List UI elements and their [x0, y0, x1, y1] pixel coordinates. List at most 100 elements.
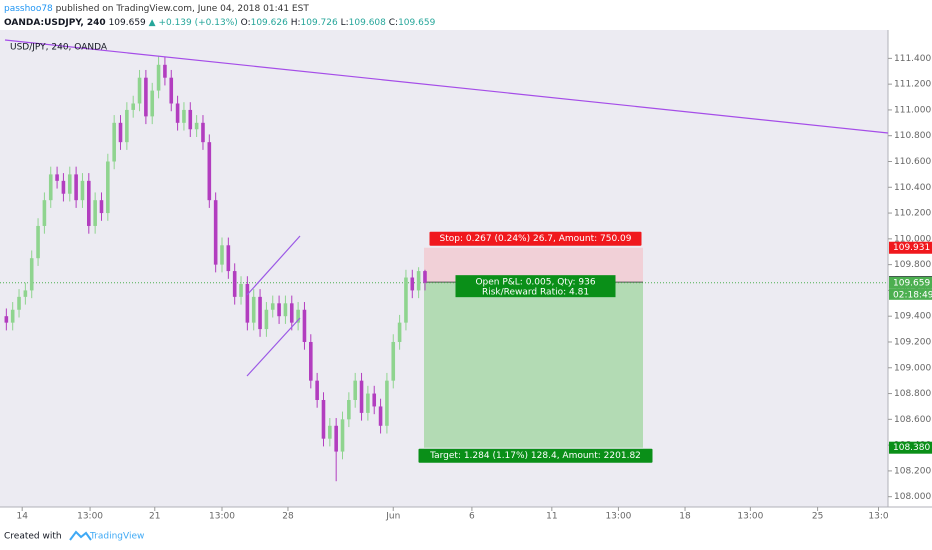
candle-body: [391, 341, 396, 381]
candle-body: [80, 180, 85, 201]
x-tick-label: 25: [812, 512, 823, 522]
price-marker-label: 108.380: [893, 443, 930, 453]
x-tick-label: 28: [282, 512, 294, 522]
candle-body: [296, 309, 300, 323]
candle-body: [213, 200, 218, 265]
footer-created: Created with: [4, 532, 62, 542]
candle-body: [270, 303, 275, 310]
candle-body: [302, 309, 307, 342]
published: published on TradingView.com, June 04, 2…: [56, 4, 310, 14]
candle-body: [169, 77, 174, 104]
x-tick-label: 13:00: [77, 512, 103, 522]
candle-body: [232, 271, 237, 297]
candle-body: [328, 425, 332, 439]
price-marker-label: 109.659: [893, 278, 930, 288]
candle-body: [245, 283, 250, 323]
candle-body: [106, 161, 110, 214]
candle-body: [163, 64, 167, 78]
y-tick-label: 110.400: [894, 183, 931, 193]
h-label: H:: [291, 18, 301, 28]
price-marker-label: 109.931: [893, 243, 930, 253]
candle-body: [315, 380, 319, 400]
target-label: Target: 1.284 (1.17%) 128.4, Amount: 220…: [429, 451, 641, 461]
candle-body: [423, 271, 427, 283]
candle-body: [366, 393, 370, 413]
l-label: L:: [341, 18, 349, 28]
price-marker: [889, 276, 932, 289]
chart-title: USD/JPY, 240, OANDA: [10, 43, 108, 53]
candle-body: [48, 174, 53, 201]
target-label-box: [418, 448, 653, 463]
ratio-label: Risk/Reward Ratio: 4.81: [482, 288, 589, 298]
candle-body: [131, 103, 135, 110]
flag-line[interactable]: [246, 235, 301, 296]
candle-body: [416, 271, 421, 291]
candle-body: [125, 109, 129, 143]
header: passhoo78 published on TradingView.com, …: [4, 4, 309, 14]
candle-body: [385, 380, 389, 426]
x-tick-label: 21: [149, 512, 160, 522]
chart-layer: 108.000108.200108.400108.600108.800109.0…: [0, 54, 932, 522]
candle-body: [23, 290, 28, 297]
candle-body: [372, 393, 377, 407]
footer-brand[interactable]: TradingView: [89, 532, 144, 542]
candle-body: [410, 277, 415, 291]
x-tick-label: 6: [469, 512, 475, 522]
c-label: C:: [389, 18, 398, 28]
y-tick-label: 111.000: [894, 105, 931, 115]
candle-body: [74, 174, 78, 201]
candle-body: [87, 180, 91, 226]
x-tick-label: 18: [679, 512, 691, 522]
y-tick-label: 109.400: [894, 312, 931, 322]
candle-body: [347, 399, 351, 420]
candle-body: [340, 419, 345, 452]
y-tick-label: 111.400: [894, 54, 931, 64]
candle-body: [93, 200, 97, 226]
y-tick-label: 109.800: [894, 260, 931, 270]
pnl-box: [455, 275, 616, 298]
candle-body: [264, 309, 269, 330]
target-zone: [424, 282, 643, 448]
y-tick-label: 108.600: [894, 415, 931, 425]
candle-body: [404, 277, 408, 323]
candle-body: [194, 122, 199, 130]
y-tick-label: 108.800: [894, 389, 931, 399]
candle-body: [353, 380, 357, 400]
candle-body: [283, 303, 288, 317]
candle-body: [118, 122, 123, 143]
x-tick-label: 11: [546, 512, 557, 522]
trend-line[interactable]: [4, 39, 889, 134]
candle-body: [277, 303, 281, 317]
x-tick-label: 14: [16, 512, 28, 522]
y-tick-label: 110.600: [894, 157, 931, 167]
candle-body: [175, 103, 180, 123]
price-marker: [889, 241, 932, 254]
candle-body: [42, 200, 47, 226]
logo: [69, 530, 92, 541]
y-tick-label: 108.200: [894, 466, 931, 476]
y-tick-label: 109.000: [894, 363, 931, 373]
flag-line[interactable]: [246, 317, 301, 377]
x-tick-label: 13:00: [605, 512, 631, 522]
candle-body: [321, 399, 326, 439]
stop-label-box: [429, 231, 642, 246]
candle-body: [67, 174, 72, 194]
y-tick-label: 109.200: [894, 337, 931, 347]
price-marker: [889, 441, 932, 454]
candle-body: [10, 309, 15, 323]
candle-body: [29, 258, 34, 291]
o-label: O:: [241, 18, 251, 28]
x-tick-label: 13:00: [209, 512, 235, 522]
candle-body: [220, 245, 224, 265]
candle-body: [156, 64, 161, 91]
y-tick-label: 110.000: [894, 234, 931, 244]
y-tick-label: 111.200: [894, 80, 931, 90]
pnl-label: Open P&L: 0.005, Qty: 936: [475, 278, 595, 288]
candle-body: [99, 200, 104, 214]
author[interactable]: passhoo78: [4, 4, 53, 14]
y-tick-label: 110.800: [894, 131, 931, 141]
y-tick-label: 110.200: [894, 209, 931, 219]
last: 109.659: [109, 18, 146, 28]
countdown: 02:18:49: [893, 290, 932, 300]
